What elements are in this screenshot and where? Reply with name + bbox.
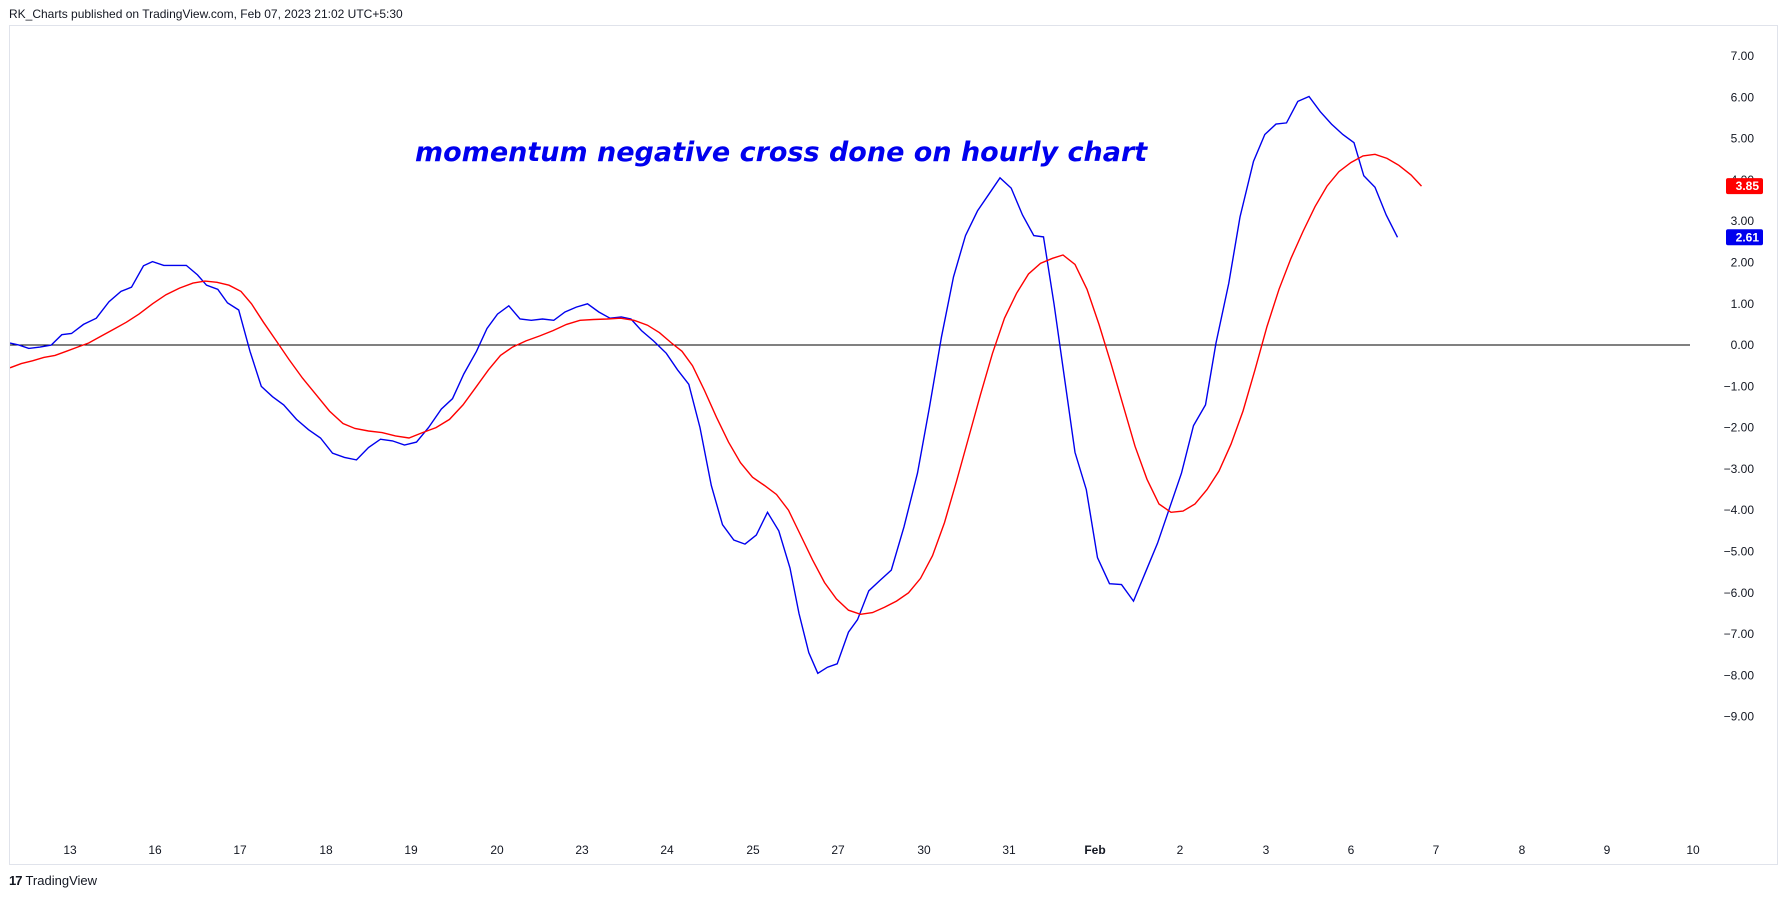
chart-annotation: momentum negative cross done on hourly c…	[415, 137, 1148, 168]
signal-last-value-badge	[1726, 178, 1763, 195]
x-tick-label: 16	[148, 843, 162, 857]
y-tick-label: −1.00	[1724, 379, 1755, 393]
x-tick-label: 25	[746, 843, 760, 857]
tradingview-logo-icon: 17	[9, 873, 23, 888]
y-tick-label: 0.00	[1731, 338, 1755, 352]
tradingview-branding[interactable]: 17 TradingView	[9, 873, 97, 888]
x-tick-label: 27	[831, 843, 845, 857]
y-tick-label: 1.00	[1731, 297, 1755, 311]
publish-header: RK_Charts published on TradingView.com, …	[9, 7, 403, 21]
momentum-chart[interactable]: 7.006.005.004.003.002.001.000.00−1.00−2.…	[10, 26, 1779, 866]
x-tick-label: Feb	[1084, 843, 1105, 857]
x-tick-label: 20	[490, 843, 504, 857]
y-tick-label: 6.00	[1731, 90, 1755, 104]
y-tick-label: −6.00	[1724, 586, 1755, 600]
y-tick-label: −7.00	[1724, 627, 1755, 641]
x-tick-label: 31	[1002, 843, 1016, 857]
y-tick-label: 5.00	[1731, 132, 1755, 146]
y-tick-label: −2.00	[1724, 421, 1755, 435]
y-tick-label: 2.00	[1731, 255, 1755, 269]
chart-pane[interactable]: 7.006.005.004.003.002.001.000.00−1.00−2.…	[9, 25, 1778, 865]
signal-line	[10, 153, 1423, 616]
x-tick-label: 7	[1433, 843, 1440, 857]
y-tick-label: 7.00	[1731, 49, 1755, 63]
x-tick-label: 24	[660, 843, 674, 857]
x-tick-label: 23	[575, 843, 589, 857]
y-tick-label: −3.00	[1724, 462, 1755, 476]
x-tick-label: 6	[1348, 843, 1355, 857]
last-value-label: 3.85	[1736, 179, 1760, 193]
y-tick-label: −8.00	[1724, 668, 1755, 682]
x-tick-label: 3	[1263, 843, 1270, 857]
x-tick-label: 2	[1177, 843, 1184, 857]
x-tick-label: 18	[319, 843, 333, 857]
x-tick-label: 8	[1519, 843, 1526, 857]
x-tick-label: 13	[63, 843, 77, 857]
momentum-line	[10, 95, 1399, 675]
last-value-label: 2.61	[1736, 230, 1760, 244]
x-tick-label: 19	[404, 843, 418, 857]
x-tick-label: 17	[233, 843, 247, 857]
momentum-last-value-badge	[1726, 229, 1763, 246]
x-tick-label: 9	[1604, 843, 1611, 857]
y-tick-label: 3.00	[1731, 214, 1755, 228]
y-tick-label: −5.00	[1724, 545, 1755, 559]
x-tick-label: 10	[1686, 843, 1700, 857]
y-tick-label: −4.00	[1724, 503, 1755, 517]
y-tick-label: −9.00	[1724, 710, 1755, 724]
x-tick-label: 30	[917, 843, 931, 857]
tradingview-brand-text: TradingView	[25, 873, 98, 888]
